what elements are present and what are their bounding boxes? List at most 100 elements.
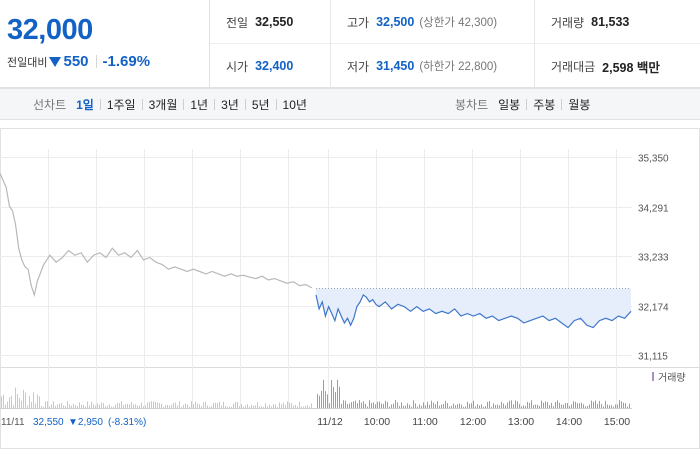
volume-bar: [383, 403, 384, 408]
x-tick-label: 10:00: [364, 416, 390, 428]
volume-bar: [235, 402, 236, 408]
volume-bar: [327, 394, 328, 408]
tab-weekly-candle[interactable]: 주봉: [533, 97, 556, 112]
intraday-chart[interactable]: 35,350 34,291 33,233 32,174 31,115 11/12 10:0…: [0, 120, 700, 450]
volume-bar: [293, 405, 294, 408]
volume-bar: [189, 406, 190, 408]
volume-bar: [351, 402, 352, 408]
volume-bar: [71, 405, 72, 408]
volume-bar: [149, 401, 150, 408]
volume-bar: [143, 406, 144, 408]
volume-bar: [513, 404, 514, 408]
volume-bar: [279, 402, 280, 408]
volume-bar: [367, 406, 368, 408]
x-tick-label: 11/12: [317, 416, 343, 428]
stat-value: 32,400: [255, 59, 294, 73]
volume-bar: [93, 404, 94, 408]
tab-10year[interactable]: 10년: [282, 97, 307, 112]
volume-bar: [477, 404, 478, 408]
volume-bar: [233, 403, 234, 408]
volume-bar: [317, 393, 318, 408]
volume-bar: [187, 404, 188, 408]
volume-bar: [593, 401, 594, 408]
volume-bar: [265, 403, 266, 408]
volume-bar: [443, 404, 444, 408]
stat-open: 시가 32,400: [226, 44, 293, 88]
volume-bar: [559, 402, 560, 408]
volume-bar: [147, 402, 148, 408]
volume-bar: [453, 403, 454, 408]
volume-bar: [29, 396, 30, 408]
volume-bar: [435, 404, 436, 408]
current-price: 32,000: [7, 14, 93, 46]
volume-bar: [411, 406, 412, 408]
volume-bar: [13, 405, 14, 408]
volume-bar: [391, 404, 392, 408]
stats-row: 시가 32,400 저가 31,450 (하한가 22,800) 거래대금 2,…: [210, 44, 700, 88]
prev-day-price-line: [0, 173, 313, 298]
volume-bar: [457, 404, 458, 408]
volume-bar: [389, 406, 390, 408]
volume-bar: [41, 405, 42, 408]
volume-bar: [531, 400, 532, 408]
tab-3year[interactable]: 3년: [221, 97, 239, 112]
volume-bar: [203, 402, 204, 408]
volume-bar: [329, 403, 330, 408]
volume-bar: [551, 402, 552, 408]
volume-bar: [269, 404, 270, 408]
tab-1day[interactable]: 1일: [76, 97, 94, 112]
volume-bar: [181, 406, 182, 408]
tab-5year[interactable]: 5년: [251, 97, 270, 112]
volume-bar: [319, 395, 320, 408]
volume-bar: [469, 403, 470, 408]
volume-bar: [57, 404, 58, 408]
volume-bar: [333, 387, 334, 408]
tab-3month[interactable]: 3개월: [148, 97, 178, 112]
volume-bar: [583, 404, 584, 408]
volume-bar: [607, 404, 608, 408]
volume-bar: [423, 402, 424, 408]
volume-bar: [379, 401, 380, 408]
y-axis-labels: 35,350 34,291 33,233 32,174 31,115: [638, 154, 669, 363]
volume-bar: [441, 404, 442, 408]
volume-bar: [609, 405, 610, 408]
volume-bar: [73, 403, 74, 408]
y-tick-label: 31,115: [638, 352, 668, 363]
volume-bar: [169, 405, 170, 408]
volume-bar: [621, 401, 622, 408]
volume-bar: [19, 397, 20, 408]
volume-bar: [131, 401, 132, 408]
volume-bar: [117, 402, 118, 408]
tab-monthly-candle[interactable]: 월봉: [568, 97, 591, 112]
volume-bar: [545, 401, 546, 408]
down-arrow-icon: [49, 56, 62, 67]
tab-1year[interactable]: 1년: [190, 97, 209, 112]
stat-label: 거래량: [551, 15, 585, 30]
volume-bar: [541, 400, 542, 408]
tab-1week[interactable]: 1주일: [106, 97, 136, 112]
tab-daily-candle[interactable]: 일봉: [498, 97, 521, 112]
volume-bar: [241, 404, 242, 408]
volume-bar: [119, 403, 120, 408]
volume-bar: [587, 406, 588, 408]
volume-bar: [579, 403, 580, 408]
volume-bar: [163, 406, 164, 408]
volume-bar: [465, 406, 466, 408]
volume-bar: [267, 406, 268, 408]
volume-bar: [451, 405, 452, 408]
volume-bar: [569, 406, 570, 408]
volume-bar: [125, 404, 126, 408]
volume-legend: 거래량: [652, 372, 686, 384]
volume-bar: [113, 406, 114, 408]
volume-bar: [165, 405, 166, 408]
volume-legend-swatch: [652, 372, 654, 381]
x-tick-label: 11:00: [412, 416, 438, 428]
volume-bar: [43, 406, 44, 408]
stat-low: 저가 31,450 (하한가 22,800): [330, 44, 497, 88]
volume-bar: [467, 401, 468, 408]
volume-bar: [85, 406, 86, 408]
volume-bar: [307, 405, 308, 408]
volume-bar: [527, 401, 528, 408]
volume-bar: [491, 406, 492, 408]
volume-bar: [517, 401, 518, 408]
